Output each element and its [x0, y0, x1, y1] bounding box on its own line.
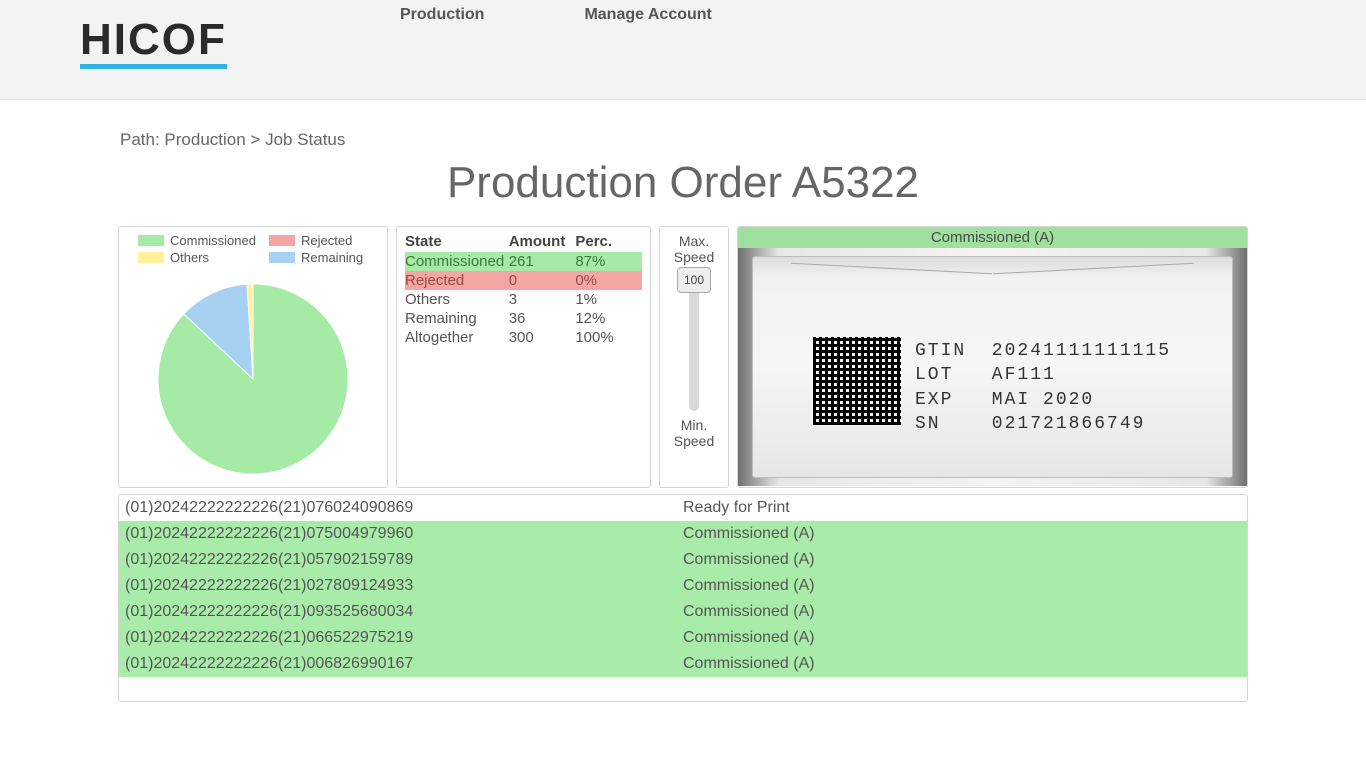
- package-text: GTIN 20241111111115 LOT AF111 EXP MAI 20…: [915, 339, 1171, 436]
- state-row: Altogether300100%: [405, 328, 642, 347]
- serial-row[interactable]: (01)20242222222226(21)076024090869Ready …: [119, 495, 1247, 521]
- serial-code: (01)20242222222226(21)027809124933: [125, 577, 683, 595]
- serial-status: Commissioned (A): [683, 655, 1241, 673]
- pie-legend: Commissioned Rejected Others Remaining: [125, 233, 381, 265]
- perc-cell: 12%: [575, 310, 642, 327]
- serial-row[interactable]: (01)20242222222226(21)066522975219Commis…: [119, 625, 1247, 651]
- state-table-body: Commissioned26187%Rejected00%Others31%Re…: [405, 252, 642, 347]
- legend-label: Rejected: [301, 233, 381, 248]
- speed-thumb[interactable]: 100: [677, 267, 711, 293]
- serial-status: Ready for Print: [683, 499, 1241, 517]
- serial-status: Commissioned (A): [683, 577, 1241, 595]
- serial-row[interactable]: (01)20242222222226(21)057902159789Commis…: [119, 547, 1247, 573]
- serial-row[interactable]: (01)20242222222226(21)006826990167Commis…: [119, 651, 1247, 677]
- legend-rejected: Rejected: [256, 233, 381, 248]
- serial-row[interactable]: (01)20242222222226(21)075004979960Commis…: [119, 521, 1247, 547]
- state-cell: Remaining: [405, 310, 509, 327]
- preview-status-banner: Commissioned (A): [738, 227, 1247, 248]
- perc-cell: 1%: [575, 291, 642, 308]
- serial-status: Commissioned (A): [683, 551, 1241, 569]
- legend-label: Others: [170, 250, 250, 265]
- perc-cell: 0%: [575, 272, 642, 289]
- state-cell: Rejected: [405, 272, 509, 289]
- legend-remaining: Remaining: [256, 250, 381, 265]
- amount-cell: 36: [509, 310, 576, 327]
- state-cell: Altogether: [405, 329, 509, 346]
- serial-code: (01)20242222222226(21)006826990167: [125, 655, 683, 673]
- nav-manage-account[interactable]: Manage Account: [584, 6, 711, 24]
- panel-state-table: State Amount Perc. Commissioned26187%Rej…: [396, 226, 651, 488]
- speed-min-label: Min. Speed: [662, 417, 726, 449]
- serial-code: (01)20242222222226(21)066522975219: [125, 629, 683, 647]
- legend-swatch: [138, 235, 164, 246]
- page-title: Production Order A5322: [0, 158, 1366, 208]
- col-header-amount: Amount: [509, 233, 576, 250]
- brand-logo: HICOF: [80, 18, 227, 69]
- state-cell: Commissioned: [405, 253, 509, 270]
- pie-chart: [125, 269, 381, 479]
- col-header-state: State: [405, 233, 509, 250]
- state-row: Rejected00%: [405, 271, 642, 290]
- speed-slider[interactable]: 100: [689, 271, 699, 411]
- serial-status: Commissioned (A): [683, 629, 1241, 647]
- panels-row: Commissioned Rejected Others Remaining S…: [0, 226, 1366, 488]
- preview-image: GTIN 20241111111115 LOT AF111 EXP MAI 20…: [738, 248, 1247, 486]
- panel-speed: Max. Speed 100 Min. Speed: [659, 226, 729, 488]
- legend-swatch: [138, 252, 164, 263]
- legend-others: Others: [125, 250, 250, 265]
- perc-cell: 100%: [575, 329, 642, 346]
- amount-cell: 300: [509, 329, 576, 346]
- amount-cell: 261: [509, 253, 576, 270]
- main-nav: Production Manage Account: [400, 0, 712, 24]
- panel-preview: Commissioned (A) GTIN 20241111111115 LOT…: [737, 226, 1248, 488]
- serial-status: Commissioned (A): [683, 603, 1241, 621]
- datamatrix-icon: [813, 337, 901, 425]
- state-row: Commissioned26187%: [405, 252, 642, 271]
- serial-row[interactable]: (01)20242222222226(21)027809124933Commis…: [119, 573, 1247, 599]
- nav-production[interactable]: Production: [400, 6, 484, 24]
- serial-list-scroll[interactable]: (01)20242222222226(21)076024090869Ready …: [119, 495, 1247, 701]
- panel-pie-chart: Commissioned Rejected Others Remaining: [118, 226, 388, 488]
- serial-code: (01)20242222222226(21)093525680034: [125, 603, 683, 621]
- serial-list-panel: (01)20242222222226(21)076024090869Ready …: [118, 494, 1248, 702]
- col-header-perc: Perc.: [575, 233, 642, 250]
- state-row: Others31%: [405, 290, 642, 309]
- serial-code: (01)20242222222226(21)075004979960: [125, 525, 683, 543]
- legend-swatch: [269, 252, 295, 263]
- state-table-header: State Amount Perc.: [405, 231, 642, 252]
- perc-cell: 87%: [575, 253, 642, 270]
- speed-max-label: Max. Speed: [662, 233, 726, 265]
- legend-commissioned: Commissioned: [125, 233, 250, 248]
- state-cell: Others: [405, 291, 509, 308]
- legend-swatch: [269, 235, 295, 246]
- breadcrumb: Path: Production > Job Status: [0, 100, 1366, 150]
- serial-code: (01)20242222222226(21)057902159789: [125, 551, 683, 569]
- serial-row[interactable]: (01)20242222222226(21)093525680034Commis…: [119, 599, 1247, 625]
- logo-wrap: HICOF: [0, 0, 400, 69]
- legend-label: Remaining: [301, 250, 381, 265]
- topbar: HICOF Production Manage Account: [0, 0, 1366, 100]
- package-render: GTIN 20241111111115 LOT AF111 EXP MAI 20…: [752, 256, 1233, 478]
- amount-cell: 0: [509, 272, 576, 289]
- serial-code: (01)20242222222226(21)076024090869: [125, 499, 683, 517]
- legend-label: Commissioned: [170, 233, 250, 248]
- amount-cell: 3: [509, 291, 576, 308]
- serial-status: Commissioned (A): [683, 525, 1241, 543]
- state-row: Remaining3612%: [405, 309, 642, 328]
